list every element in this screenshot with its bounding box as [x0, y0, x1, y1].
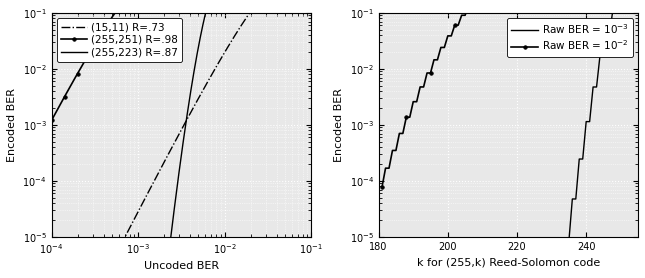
Raw BER = $10^{-2}$ — [461, 14, 469, 17]
Raw BER = $10^{-3}$ — [378, 252, 386, 255]
X-axis label: Uncoded BER: Uncoded BER — [144, 261, 219, 271]
Raw BER = $10^{-2}$ — [430, 58, 438, 61]
Raw BER = $10^{-3}$ — [430, 252, 438, 255]
Line: (255,251) R=.98: (255,251) R=.98 — [50, 0, 313, 122]
(15,11) R=.73 — [48, 252, 55, 255]
X-axis label: k for (255,k) Reed-Solomon code: k for (255,k) Reed-Solomon code — [417, 257, 600, 267]
(255,251) R=.98 — [48, 119, 55, 122]
Y-axis label: Encoded BER: Encoded BER — [7, 88, 17, 162]
Line: Raw BER = $10^{-3}$: Raw BER = $10^{-3}$ — [382, 0, 635, 254]
Raw BER = $10^{-2}$ — [433, 58, 441, 61]
Raw BER = $10^{-3}$ — [433, 252, 441, 255]
Legend: (15,11) R=.73, (255,251) R=.98, (255,223) R=.87: (15,11) R=.73, (255,251) R=.98, (255,223… — [57, 18, 182, 62]
(15,11) R=.73 — [172, 138, 180, 141]
(15,11) R=.73 — [202, 83, 210, 86]
(255,223) R=.87 — [172, 191, 180, 195]
Line: (255,223) R=.87: (255,223) R=.87 — [52, 0, 311, 254]
(255,223) R=.87 — [188, 82, 196, 86]
Raw BER = $10^{-3}$ — [461, 252, 469, 255]
Raw BER = $10^{-2}$ — [378, 185, 386, 188]
(15,11) R=.73 — [188, 109, 196, 112]
(255,223) R=.87 — [171, 203, 179, 207]
(255,223) R=.87 — [202, 10, 210, 13]
Y-axis label: Encoded BER: Encoded BER — [334, 88, 344, 162]
Line: Raw BER = $10^{-2}$: Raw BER = $10^{-2}$ — [381, 0, 637, 188]
Raw BER = $10^{-3}$ — [517, 252, 524, 255]
Raw BER = $10^{-3}$ — [520, 252, 528, 255]
Raw BER = $10^{-3}$ — [606, 26, 614, 29]
(255,223) R=.87 — [48, 252, 55, 255]
(15,11) R=.73 — [171, 140, 179, 144]
Legend: Raw BER = $10^{-3}$, Raw BER = $10^{-2}$: Raw BER = $10^{-3}$, Raw BER = $10^{-2}$ — [508, 18, 633, 57]
Line: (15,11) R=.73: (15,11) R=.73 — [52, 0, 311, 254]
